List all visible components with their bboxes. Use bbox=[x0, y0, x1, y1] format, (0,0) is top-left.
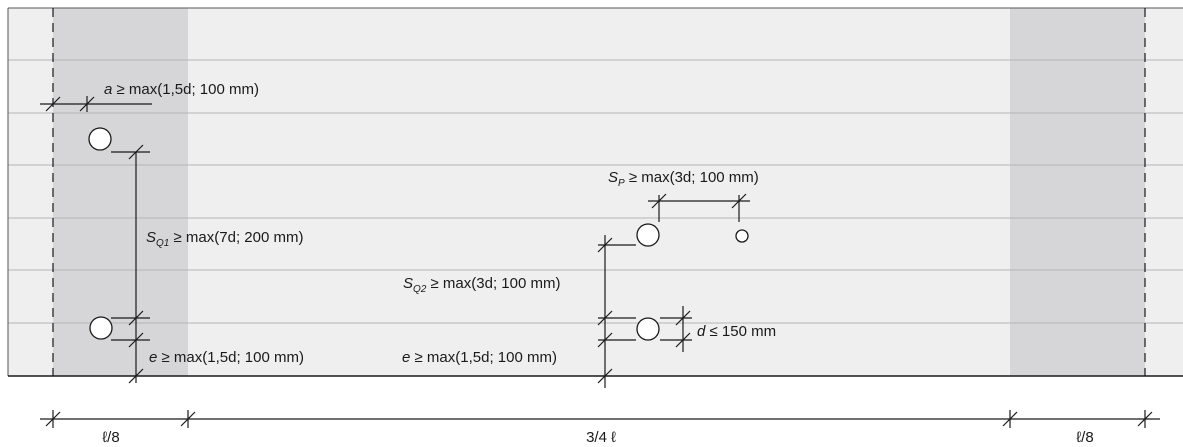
label-span-left: ℓ/8 bbox=[102, 429, 119, 446]
dim-span-line bbox=[40, 410, 1160, 428]
label-sq1: SQ1 ≥ max(7d; 200 mm) bbox=[146, 229, 303, 249]
dim-sq2-line bbox=[597, 235, 636, 388]
end-zone-left bbox=[53, 8, 188, 376]
label-span-mid: 3/4 ℓ bbox=[586, 429, 616, 446]
dim-sq1-line bbox=[111, 144, 150, 384]
label-sp: SP ≥ max(3d; 100 mm) bbox=[608, 169, 759, 189]
deck-panel bbox=[8, 8, 1183, 376]
label-e-mid: e ≥ max(1,5d; 100 mm) bbox=[402, 349, 557, 366]
hole-mid-top bbox=[636, 223, 660, 247]
label-d: d ≤ 150 mm bbox=[697, 323, 776, 340]
label-a: a ≥ max(1,5d; 100 mm) bbox=[104, 81, 259, 98]
board-joints bbox=[8, 59, 1183, 324]
hole-mid-bottom bbox=[636, 317, 660, 341]
end-zone-right bbox=[1010, 8, 1145, 376]
dim-sp-line bbox=[648, 193, 750, 222]
hole-left-bottom bbox=[89, 316, 113, 340]
hole-mid-small bbox=[735, 229, 749, 243]
label-sq2: SQ2 ≥ max(3d; 100 mm) bbox=[403, 275, 560, 295]
dim-a-line bbox=[40, 96, 152, 112]
dim-d-line bbox=[660, 306, 692, 352]
label-span-right: ℓ/8 bbox=[1076, 429, 1093, 446]
label-e-left: e ≥ max(1,5d; 100 mm) bbox=[149, 349, 304, 366]
hole-left-top bbox=[88, 127, 112, 151]
